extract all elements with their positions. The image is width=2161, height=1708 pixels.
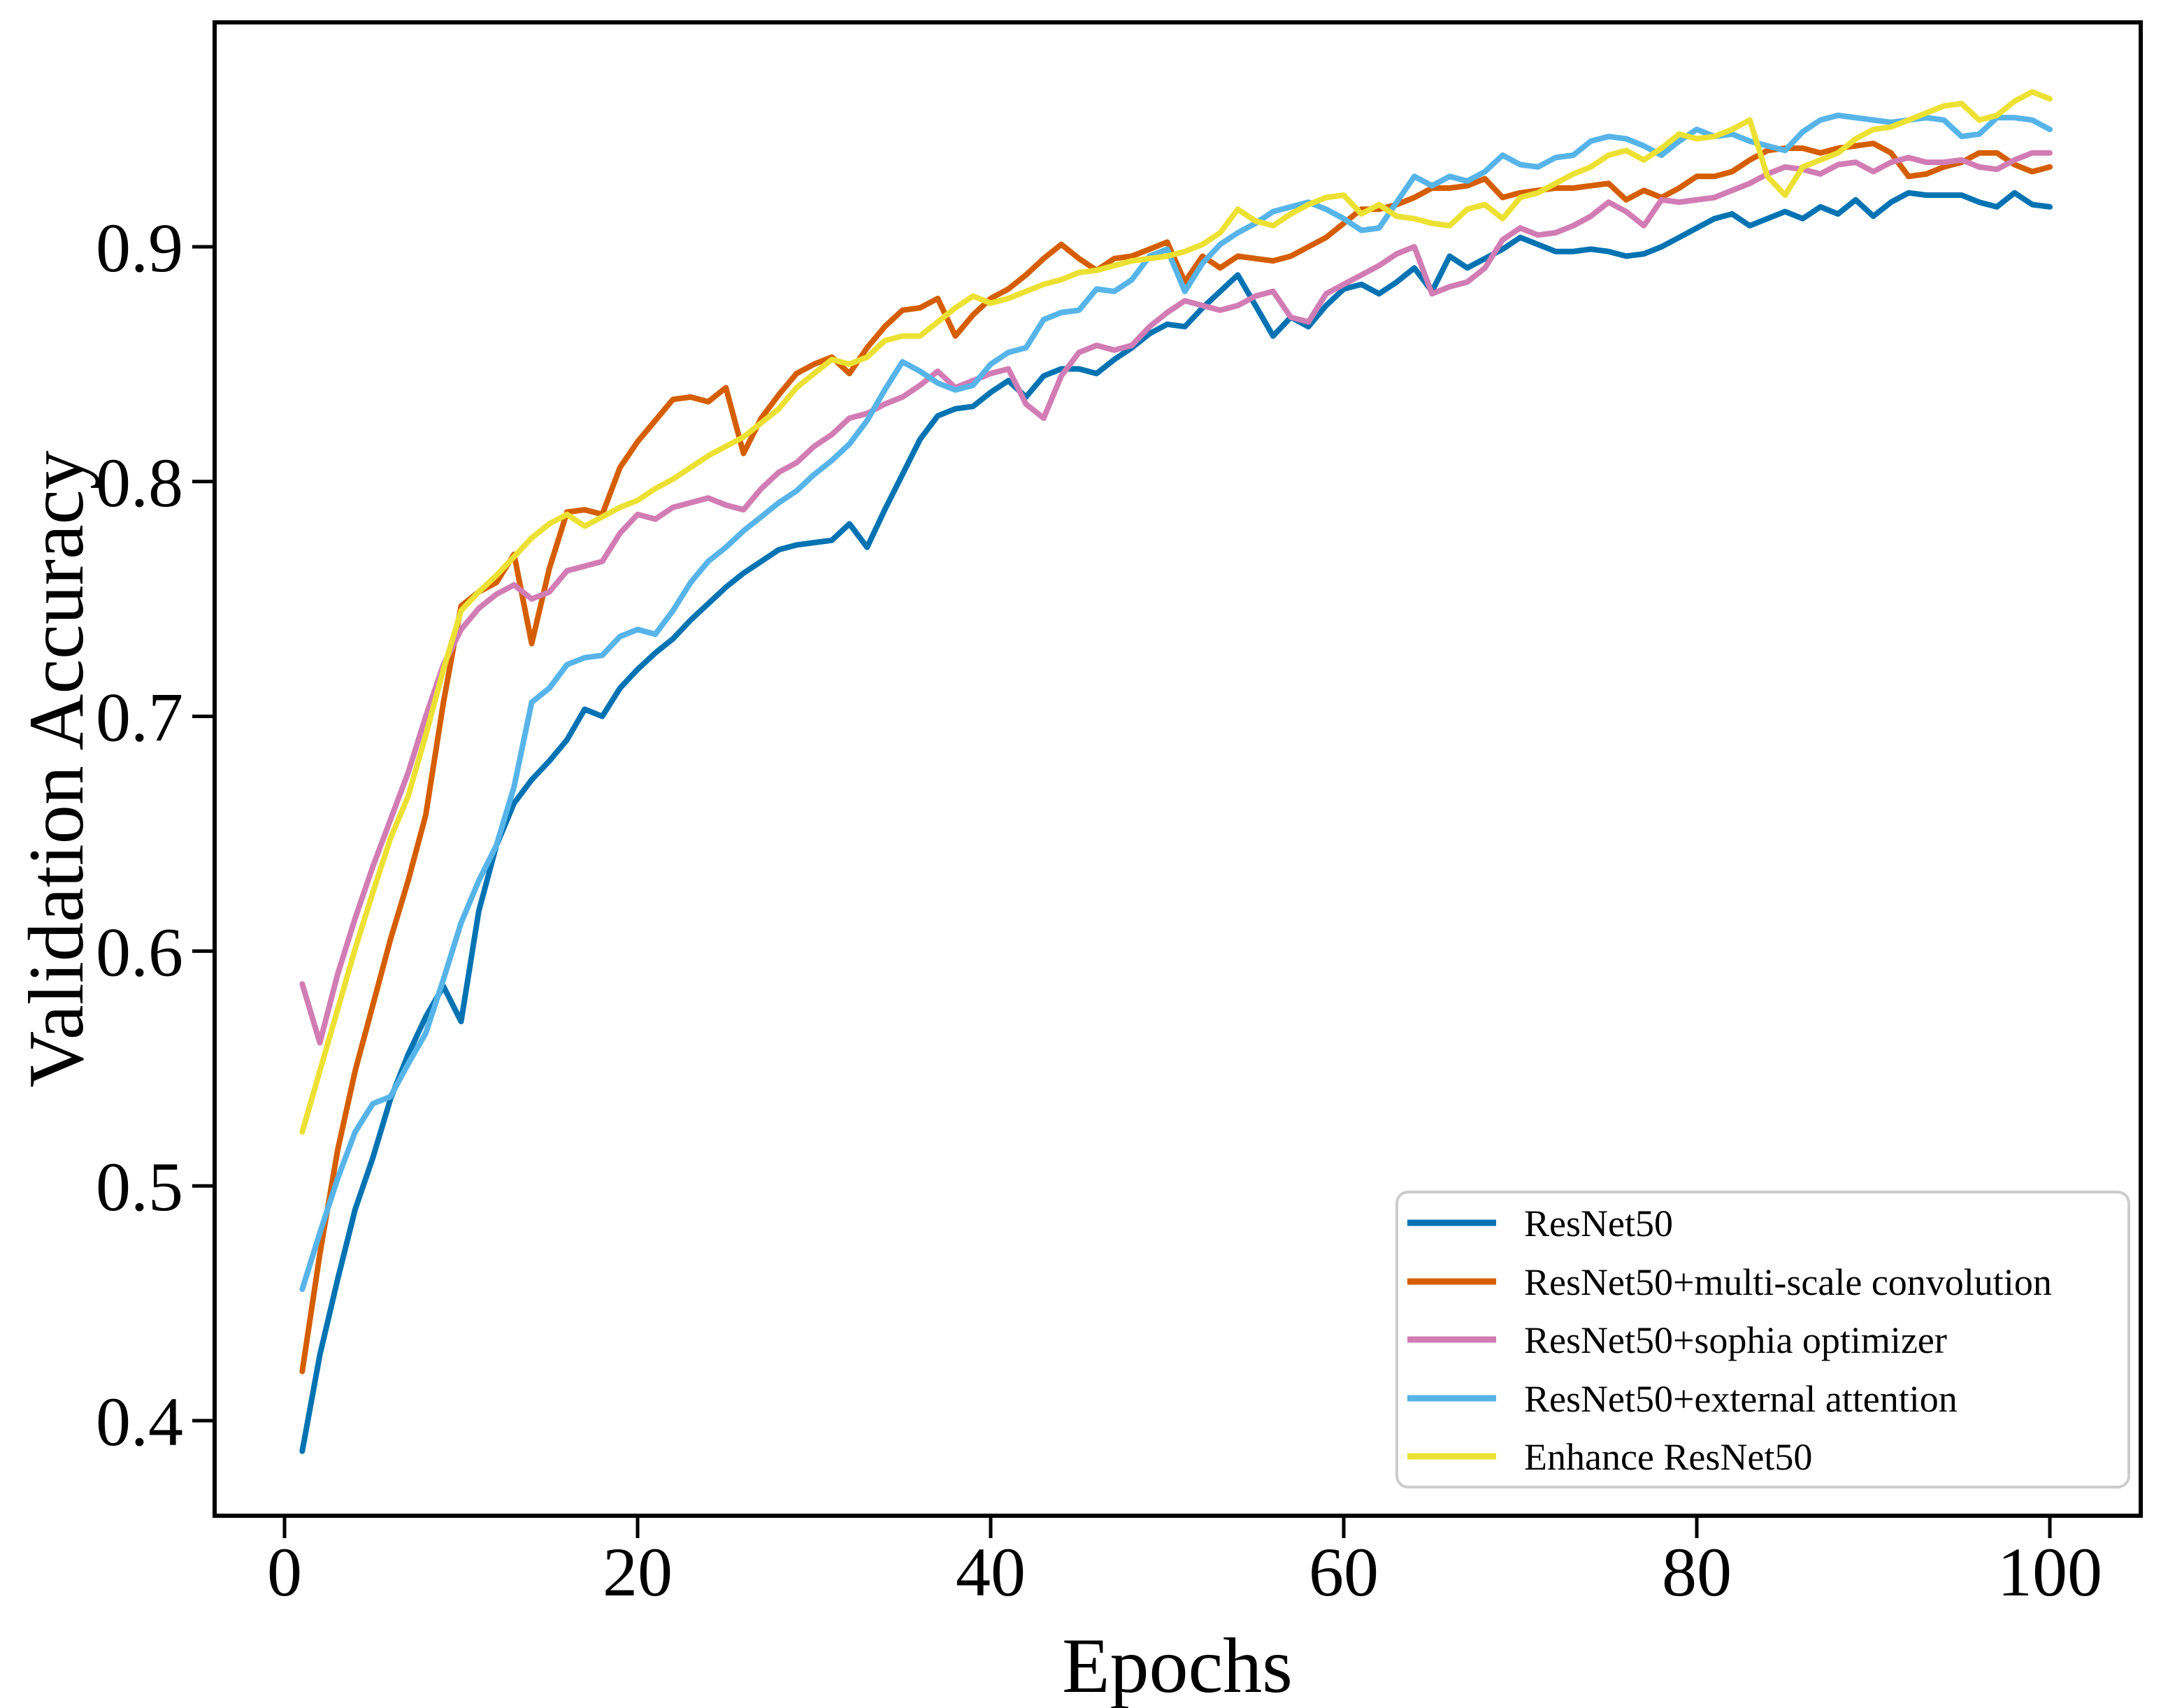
legend-box — [1395, 1191, 2130, 1488]
x-tick-label: 100 — [1997, 1533, 2102, 1611]
axis-tick-labels: 0 20 40 60 80 100 0.4 0.5 0.6 0.7 0.8 0.9 — [96, 209, 2102, 1611]
x-tick-label: 80 — [1662, 1533, 1732, 1611]
x-tick-label: 40 — [956, 1533, 1026, 1611]
x-tick-label: 0 — [267, 1533, 302, 1611]
y-tick-label: 0.8 — [96, 444, 183, 522]
y-tick-label: 0.6 — [96, 913, 183, 991]
series-lines — [299, 89, 2053, 1454]
y-tick-label: 0.4 — [96, 1383, 183, 1461]
legend-label-3: ResNet50+external attention — [1524, 1378, 1958, 1420]
x-tick-label: 60 — [1309, 1533, 1379, 1611]
plot-border — [213, 20, 2143, 1518]
y-tick-label: 0.7 — [96, 679, 183, 756]
series-line-2 — [299, 150, 2053, 1046]
series-line-3 — [299, 113, 2053, 1292]
series-line-0 — [299, 189, 2053, 1454]
legend-label-1: ResNet50+multi-scale convolution — [1524, 1261, 2052, 1303]
y-tick-label: 0.5 — [96, 1148, 183, 1226]
legend-label-0: ResNet50 — [1524, 1203, 1673, 1244]
legend-label-2: ResNet50+sophia optimizer — [1524, 1319, 1947, 1361]
y-tick-label: 0.9 — [96, 209, 183, 287]
x-tick-label: 20 — [603, 1533, 673, 1611]
x-axis-label: Epochs — [1062, 1623, 1293, 1708]
series-line-4 — [299, 89, 2053, 1135]
axis-ticks — [192, 245, 2052, 1538]
legend-label-4: Enhance ResNet50 — [1524, 1436, 1812, 1478]
legend: ResNet50 ResNet50+multi-scale convolution… — [1395, 1191, 2130, 1488]
y-axis-label: Validation Accuracy — [13, 450, 100, 1087]
